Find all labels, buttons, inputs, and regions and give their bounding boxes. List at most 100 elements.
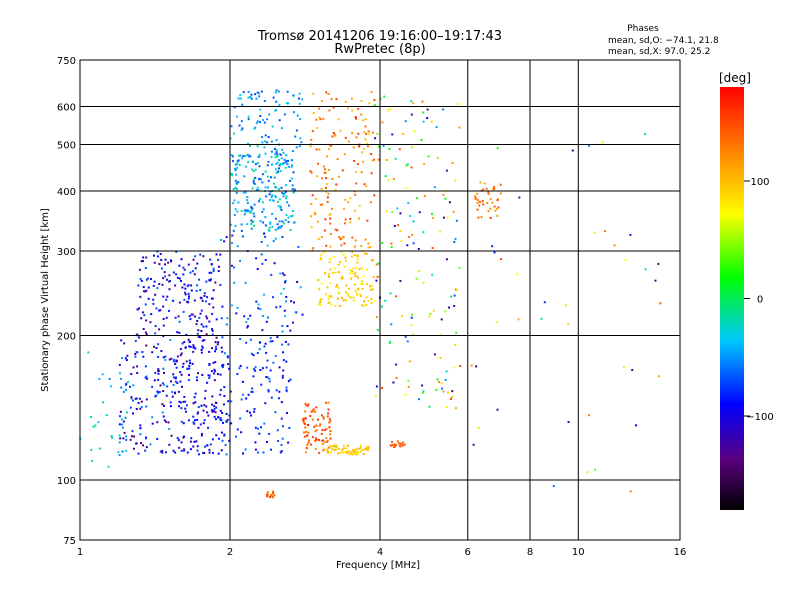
data-point — [326, 182, 329, 185]
data-point — [280, 449, 283, 452]
data-point — [189, 448, 192, 451]
data-point — [205, 300, 208, 303]
data-point — [320, 99, 323, 102]
data-point — [223, 395, 226, 398]
data-point — [233, 266, 236, 269]
data-point — [193, 315, 196, 318]
data-point — [307, 441, 310, 444]
data-point — [186, 285, 189, 288]
data-point — [305, 404, 308, 407]
data-point — [130, 396, 133, 399]
stats-heading: Phases — [627, 24, 659, 34]
colorbar-tick-label: 100 — [750, 177, 769, 188]
data-point — [271, 340, 274, 343]
data-point — [196, 262, 199, 265]
data-point — [347, 287, 350, 290]
data-point — [493, 205, 496, 208]
data-point — [354, 449, 357, 452]
data-point — [256, 186, 259, 189]
data-point — [152, 298, 155, 301]
data-point — [125, 388, 128, 391]
data-point — [332, 132, 335, 135]
data-point — [160, 349, 163, 352]
data-point — [341, 451, 344, 454]
data-point — [140, 406, 143, 409]
data-point — [320, 236, 323, 239]
data-point — [138, 336, 141, 339]
data-point — [206, 381, 209, 384]
data-point — [190, 289, 193, 292]
data-point — [199, 336, 202, 339]
data-point — [340, 277, 343, 280]
data-point — [178, 277, 181, 280]
data-point — [326, 155, 329, 158]
data-point — [295, 129, 298, 132]
data-point — [264, 235, 267, 238]
data-point — [370, 152, 373, 155]
data-point — [364, 238, 367, 241]
data-point — [215, 348, 218, 351]
colorbar-tick-label: 0 — [757, 295, 763, 306]
data-point — [247, 317, 250, 320]
data-point — [444, 378, 447, 381]
data-point — [230, 125, 233, 128]
data-point — [442, 193, 445, 196]
data-point — [266, 175, 269, 178]
data-point — [349, 451, 352, 454]
data-point — [197, 372, 200, 375]
data-point — [327, 273, 330, 276]
data-point — [214, 281, 217, 284]
data-point — [247, 161, 250, 164]
data-point — [262, 451, 265, 454]
data-point — [336, 297, 339, 300]
data-point — [125, 359, 128, 362]
data-point — [287, 441, 290, 444]
data-point — [178, 446, 181, 449]
data-point — [130, 373, 133, 376]
data-point — [254, 163, 257, 166]
data-point — [328, 417, 331, 420]
data-point — [253, 127, 256, 130]
data-point — [192, 344, 195, 347]
data-point — [250, 352, 253, 355]
data-point — [281, 220, 284, 223]
data-point — [140, 317, 143, 320]
data-point — [127, 380, 130, 383]
data-point — [366, 283, 369, 286]
data-point — [442, 216, 445, 219]
data-point — [336, 229, 339, 232]
data-point — [101, 373, 104, 376]
data-point — [277, 167, 280, 170]
data-point — [357, 276, 360, 279]
data-point — [151, 385, 154, 388]
data-point — [250, 211, 253, 214]
data-point — [373, 98, 376, 101]
data-point — [183, 449, 186, 452]
data-point — [212, 410, 215, 413]
data-point — [281, 272, 284, 275]
data-point — [246, 196, 249, 199]
data-point — [211, 312, 214, 315]
data-point — [410, 313, 413, 316]
data-point — [125, 382, 128, 385]
data-point — [247, 142, 250, 145]
data-point — [487, 193, 490, 196]
data-point — [268, 113, 271, 116]
data-point — [268, 229, 271, 232]
data-point — [141, 311, 144, 314]
data-point — [436, 378, 439, 381]
data-point — [269, 496, 272, 499]
data-point — [346, 292, 349, 295]
data-point — [364, 252, 367, 255]
data-point — [161, 283, 164, 286]
data-point — [489, 198, 492, 201]
data-point — [314, 197, 317, 200]
data-point — [279, 163, 282, 166]
data-point — [195, 289, 198, 292]
data-point — [316, 126, 319, 129]
data-point — [363, 131, 366, 134]
data-point — [178, 331, 181, 334]
data-point — [398, 148, 401, 151]
data-point — [438, 381, 441, 384]
